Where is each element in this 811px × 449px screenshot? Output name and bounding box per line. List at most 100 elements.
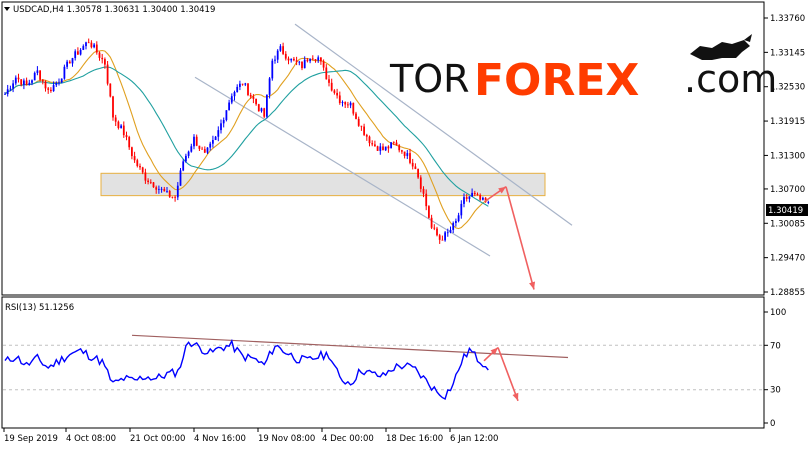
candle-body	[295, 60, 298, 62]
candle-body	[109, 83, 112, 97]
candle-body	[249, 95, 252, 97]
candle-body	[460, 203, 463, 216]
rsi-axis: 100 70 30 0	[764, 308, 786, 429]
candle-body	[222, 120, 225, 124]
rsi-arrow-down	[497, 347, 519, 402]
candle-body	[77, 51, 79, 55]
rsi-arrow-up-head	[490, 347, 498, 355]
candle-body	[33, 72, 36, 81]
candle-body	[374, 144, 376, 147]
watermark-com: .com	[684, 57, 777, 101]
price-tick-label: 1.33145	[770, 48, 805, 58]
candle-body	[365, 134, 368, 137]
price-axis: 1.33760 1.33145 1.32530 1.31915 1.31300 1.307…	[764, 14, 805, 298]
price-tick-label: 1.33760	[770, 14, 805, 24]
candle-body	[195, 136, 198, 146]
candle-body	[347, 104, 349, 106]
candle-body	[58, 82, 60, 84]
candle-body	[357, 118, 360, 126]
price-tick-label: 1.30085	[770, 219, 805, 229]
candle-body	[95, 44, 98, 53]
candle-body	[47, 88, 50, 90]
candle-body	[23, 80, 25, 85]
candle-body	[428, 206, 430, 218]
rsi-tick-label: 100	[770, 308, 786, 318]
candle-body	[479, 195, 482, 200]
candle-body	[247, 83, 249, 96]
candle-body	[387, 146, 390, 149]
candle-body	[74, 51, 77, 59]
candle-body	[171, 196, 174, 198]
candle-body	[303, 59, 306, 69]
candle-body	[455, 221, 457, 223]
candle-body	[206, 147, 209, 153]
candle-body	[371, 143, 374, 145]
candle-body	[212, 140, 214, 144]
price-tick-label: 1.30700	[770, 185, 805, 195]
dropdown-triangle-icon[interactable]	[4, 7, 10, 11]
candle-body	[82, 46, 85, 50]
candle-body	[125, 135, 128, 138]
candle-body	[382, 146, 384, 151]
price-tick-label: 1.32530	[770, 83, 805, 93]
candle-body	[317, 57, 320, 61]
candle-body	[301, 61, 303, 69]
candle-body	[482, 197, 484, 200]
candle-body	[122, 125, 125, 136]
candle-body	[9, 88, 12, 90]
candle-body	[330, 82, 333, 91]
candle-body	[409, 153, 411, 163]
candle-body	[379, 146, 382, 151]
candle-body	[114, 117, 117, 122]
current-price-label: 1.30419	[766, 204, 808, 216]
candle-body	[209, 143, 212, 148]
candle-body	[225, 110, 228, 121]
watermark-logo: TOR FOREX .com	[389, 34, 777, 106]
candle-body	[220, 123, 222, 131]
rsi-trendline	[131, 334, 569, 359]
candle-body	[274, 59, 276, 61]
candle-body	[230, 96, 233, 103]
candle-body	[60, 78, 63, 83]
candle-body	[360, 125, 363, 127]
rsi-trendline-line	[131, 334, 569, 359]
candle-body	[198, 145, 201, 149]
price-arrow-down-head	[529, 281, 536, 290]
candle-body	[441, 239, 444, 241]
candle-body	[271, 60, 274, 79]
candle-body	[185, 155, 187, 162]
rsi-tick-label: 70	[770, 341, 781, 351]
candle-body	[311, 58, 314, 60]
resistance-zone	[100, 172, 546, 197]
candle-body	[417, 169, 419, 178]
candle-body	[101, 57, 104, 60]
candle-body	[414, 166, 417, 170]
candle-body	[476, 194, 479, 196]
channel-line	[294, 23, 573, 226]
candle-body	[203, 149, 206, 153]
candle-body	[55, 82, 58, 86]
rsi-panel-border	[1, 296, 765, 429]
price-panel-border	[1, 1, 765, 296]
candle-body	[144, 172, 147, 181]
candle-body	[28, 82, 31, 85]
candle-body	[133, 156, 136, 161]
candle-body	[193, 136, 195, 147]
candle-body	[276, 50, 279, 60]
candle-body	[20, 79, 23, 85]
time-tick-label: 4 Nov 16:00	[194, 434, 246, 444]
candle-body	[433, 227, 436, 229]
candle-body	[293, 58, 295, 61]
candle-body	[282, 46, 284, 54]
moving-averages	[4, 49, 489, 230]
candle-body	[398, 145, 401, 151]
candle-body	[255, 98, 257, 105]
candle-body	[90, 42, 93, 48]
candle-body	[363, 126, 365, 135]
candle-body	[266, 94, 268, 117]
time-axis: 19 Sep 2019 4 Oct 08:00 21 Oct 00:00 4 Nov …	[3, 428, 498, 444]
candle-body	[457, 215, 460, 222]
candle-body	[419, 177, 422, 189]
candle-body	[473, 192, 476, 195]
